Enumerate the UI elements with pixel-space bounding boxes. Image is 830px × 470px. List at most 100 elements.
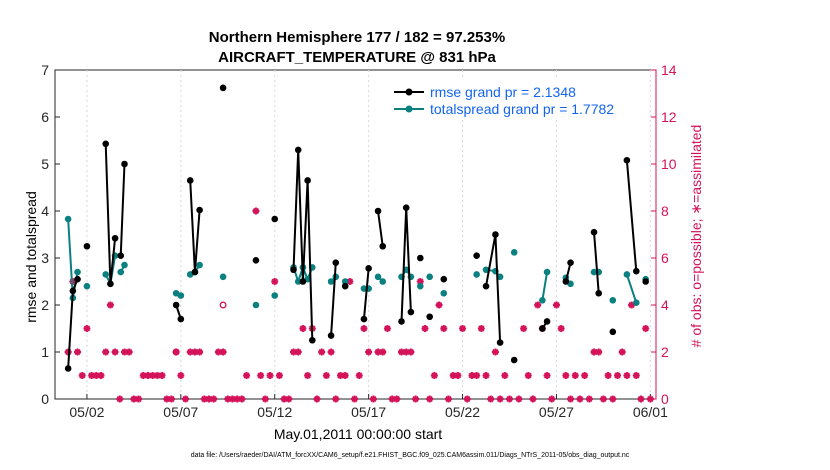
x-tick-label: 05/02 <box>69 404 104 420</box>
rmse-point <box>327 332 335 339</box>
rmse-line-segment <box>362 268 370 320</box>
obs-assimilated-marker <box>74 348 82 356</box>
obs-assimilated-marker <box>444 395 452 403</box>
obs-assimilated-marker <box>196 348 204 356</box>
rmse-point <box>290 266 297 274</box>
left-y-tick-label: 7 <box>41 62 49 78</box>
rmse-point <box>492 231 499 238</box>
right-y-tick-label: 14 <box>661 62 677 78</box>
totalspread-point <box>252 301 260 309</box>
rmse-line-segment <box>119 163 126 256</box>
data-file-footer: data file: /Users/raeder/DAI/ATM_forcXX/… <box>191 452 630 459</box>
totalspread-point <box>219 273 227 281</box>
obs-assimilated-marker <box>294 348 302 356</box>
totalspread-point <box>543 268 551 276</box>
left-y-tick-label: 2 <box>41 297 49 313</box>
totalspread-line-segment <box>541 271 549 301</box>
obs-assimilated-marker <box>313 395 321 403</box>
totalspread-point <box>327 278 335 285</box>
rmse-point <box>69 287 77 295</box>
obs-assimilated-marker <box>581 372 589 379</box>
obs-assimilated-marker <box>529 395 537 403</box>
chart-title-line2: AIRCRAFT_TEMPERATURE @ 831 hPa <box>218 49 496 66</box>
totalspread-point <box>121 261 128 269</box>
right-y-tick-label: 2 <box>661 344 669 360</box>
obs-assimilated-marker <box>266 372 274 379</box>
obs-assimilated-marker <box>609 395 617 403</box>
obs-assimilated-marker <box>585 395 593 403</box>
right-y-tick-label: 0 <box>661 391 669 407</box>
totalspread-point <box>416 282 424 290</box>
obs-assimilated-marker <box>548 395 556 403</box>
obs-assimilated-marker <box>106 301 114 309</box>
obs-assimilated-marker <box>341 372 349 379</box>
rmse-point <box>595 289 603 297</box>
rmse-point <box>111 234 119 242</box>
obs-assimilated-marker <box>491 348 499 356</box>
rmse-point <box>496 339 504 346</box>
obs-assimilated-marker <box>97 372 105 379</box>
rmse-point <box>623 156 631 164</box>
obs-assimilated-marker <box>506 395 514 403</box>
obs-assimilated-marker <box>501 372 509 379</box>
totalspread-point <box>496 273 504 281</box>
totalspread-point <box>374 273 382 281</box>
obs-assimilated-marker <box>637 395 645 403</box>
rmse-point <box>642 278 649 285</box>
totalspread-point <box>83 282 91 290</box>
obs-assimilated-marker <box>261 395 269 403</box>
obs-assimilated-marker <box>351 395 359 403</box>
right-y-axis: 0 2 4 6 8 10 12 14 <box>651 62 677 407</box>
totalspread-point <box>632 299 640 306</box>
obs-assimilated-marker <box>304 372 312 379</box>
legend-spread-label: totalspread grand pr = 1.7782 <box>430 101 614 117</box>
obs-assimilated-marker <box>332 395 340 403</box>
rmse-point <box>379 242 387 250</box>
obs-assimilated-marker <box>83 325 91 332</box>
rmse-point <box>332 259 340 267</box>
obs-assimilated-marker <box>412 395 420 403</box>
totalspread-point <box>590 268 598 276</box>
right-y-tick-label: 8 <box>661 203 669 219</box>
obs-assimilated-marker <box>125 348 133 356</box>
rmse-point <box>632 267 640 275</box>
rmse-point <box>64 365 72 372</box>
obs-assimilated-marker <box>477 325 485 332</box>
obs-assimilated-marker <box>219 348 227 356</box>
totalspread-point <box>360 285 368 292</box>
totalspread-point <box>177 292 185 299</box>
totalspread-point <box>510 249 518 256</box>
obs-assimilated-marker <box>646 395 654 403</box>
left-y-tick-label: 6 <box>41 109 49 125</box>
rmse-point <box>482 282 490 290</box>
obs-assimilated-marker <box>520 325 528 332</box>
rmse-point <box>374 207 382 215</box>
rmse-point <box>117 252 125 259</box>
obs-assimilated-marker <box>322 372 330 379</box>
rmse-point <box>360 315 368 323</box>
rmse-point <box>473 252 480 259</box>
obs-assimilated-marker <box>562 372 570 379</box>
obs-assimilated-marker <box>360 325 368 332</box>
rmse-point <box>510 356 518 364</box>
obs-assimilated-marker <box>487 395 495 403</box>
right-y-axis-label: # of obs: o=possible; ∗=assimilated <box>688 125 704 348</box>
obs-assimilated-marker <box>557 325 565 332</box>
obs-possible-marker <box>219 301 227 309</box>
legend-rmse-marker <box>405 88 413 96</box>
obs-assimilated-marker <box>604 372 612 379</box>
x-tick-label: 05/12 <box>257 404 292 420</box>
rmse-point <box>83 242 91 250</box>
rmse-point <box>271 215 279 223</box>
obs-assimilated-marker <box>102 348 110 356</box>
obs-assimilated-marker <box>271 278 279 285</box>
rmse-point <box>121 160 128 168</box>
rmse-point <box>309 336 316 344</box>
rmse-point <box>402 204 410 212</box>
left-y-tick-label: 0 <box>41 391 49 407</box>
obs-assimilated-marker <box>210 395 218 403</box>
totalspread-line-segment <box>625 274 638 303</box>
totalspread-point <box>623 271 631 278</box>
totalspread-point <box>473 271 480 278</box>
